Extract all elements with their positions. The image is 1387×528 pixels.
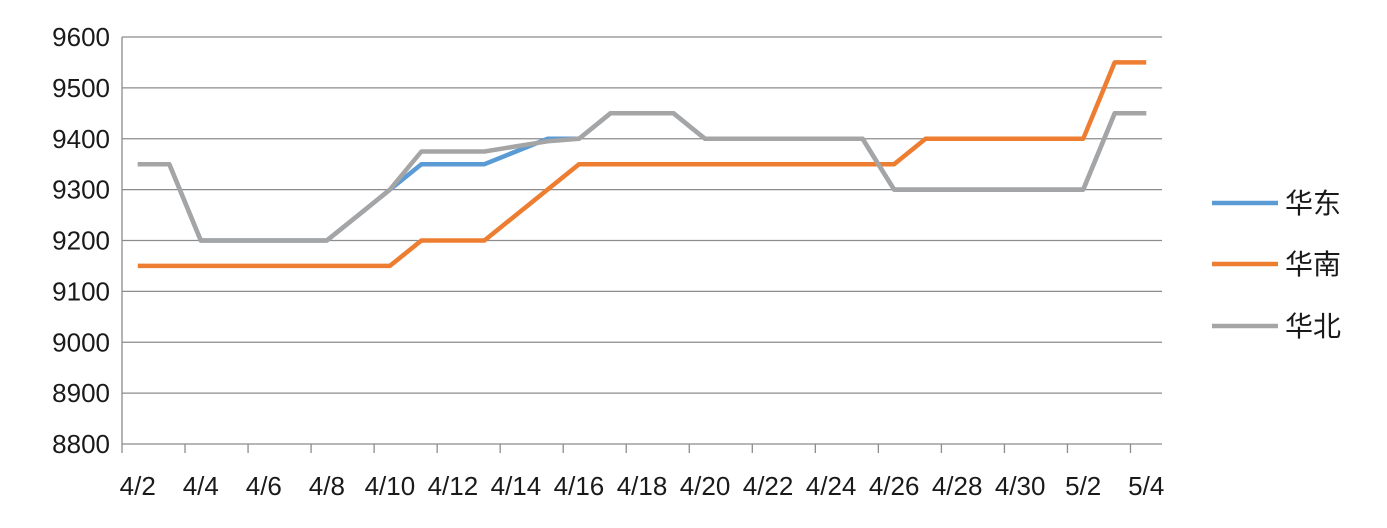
x-axis: 4/2 4/4 4/6 4/8 4/10 4/12 4/14 4/16 4/18 4/20 4/22… bbox=[120, 37, 1164, 501]
x-tick-label: 4/16 bbox=[554, 471, 605, 501]
x-tick-label: 4/4 bbox=[183, 471, 219, 501]
x-tick-label: 4/26 bbox=[869, 471, 920, 501]
y-tick-label: 9000 bbox=[52, 327, 110, 357]
y-tick-label: 8800 bbox=[52, 429, 110, 459]
x-tick-label: 4/18 bbox=[617, 471, 668, 501]
y-axis-ticks: 8800 8900 9000 9100 9200 9300 9400 9500 9600 bbox=[52, 22, 110, 459]
y-tick-label: 9500 bbox=[52, 73, 110, 103]
y-tick-label: 8900 bbox=[52, 378, 110, 408]
x-tick-label: 4/30 bbox=[995, 471, 1046, 501]
y-tick-label: 9400 bbox=[52, 124, 110, 154]
x-tick-label: 4/24 bbox=[806, 471, 857, 501]
y-tick-label: 9600 bbox=[52, 22, 110, 52]
legend-label: 华南 bbox=[1285, 248, 1341, 281]
series-line-3 bbox=[137, 111, 1147, 243]
x-tick-label: 4/20 bbox=[680, 471, 731, 501]
x-tick-label: 4/10 bbox=[365, 471, 416, 501]
x-tick-label: 4/28 bbox=[932, 471, 983, 501]
x-tick-label: 4/8 bbox=[309, 471, 345, 501]
legend-label: 华东 bbox=[1285, 187, 1341, 220]
y-tick-label: 9200 bbox=[52, 226, 110, 256]
x-tick-label: 5/4 bbox=[1128, 471, 1164, 501]
x-tick-label: 4/22 bbox=[743, 471, 794, 501]
y-tick-label: 9300 bbox=[52, 175, 110, 205]
series-line-2 bbox=[137, 60, 1147, 269]
x-tick-label: 4/14 bbox=[491, 471, 542, 501]
x-tick-label: 5/2 bbox=[1065, 471, 1101, 501]
x-tick-label: 4/2 bbox=[120, 471, 156, 501]
legend-label: 华北 bbox=[1285, 310, 1341, 343]
y-tick-label: 9100 bbox=[52, 276, 110, 306]
x-tick-label: 4/12 bbox=[428, 471, 479, 501]
series-lines bbox=[137, 60, 1147, 269]
x-tick-label: 4/6 bbox=[246, 471, 282, 501]
